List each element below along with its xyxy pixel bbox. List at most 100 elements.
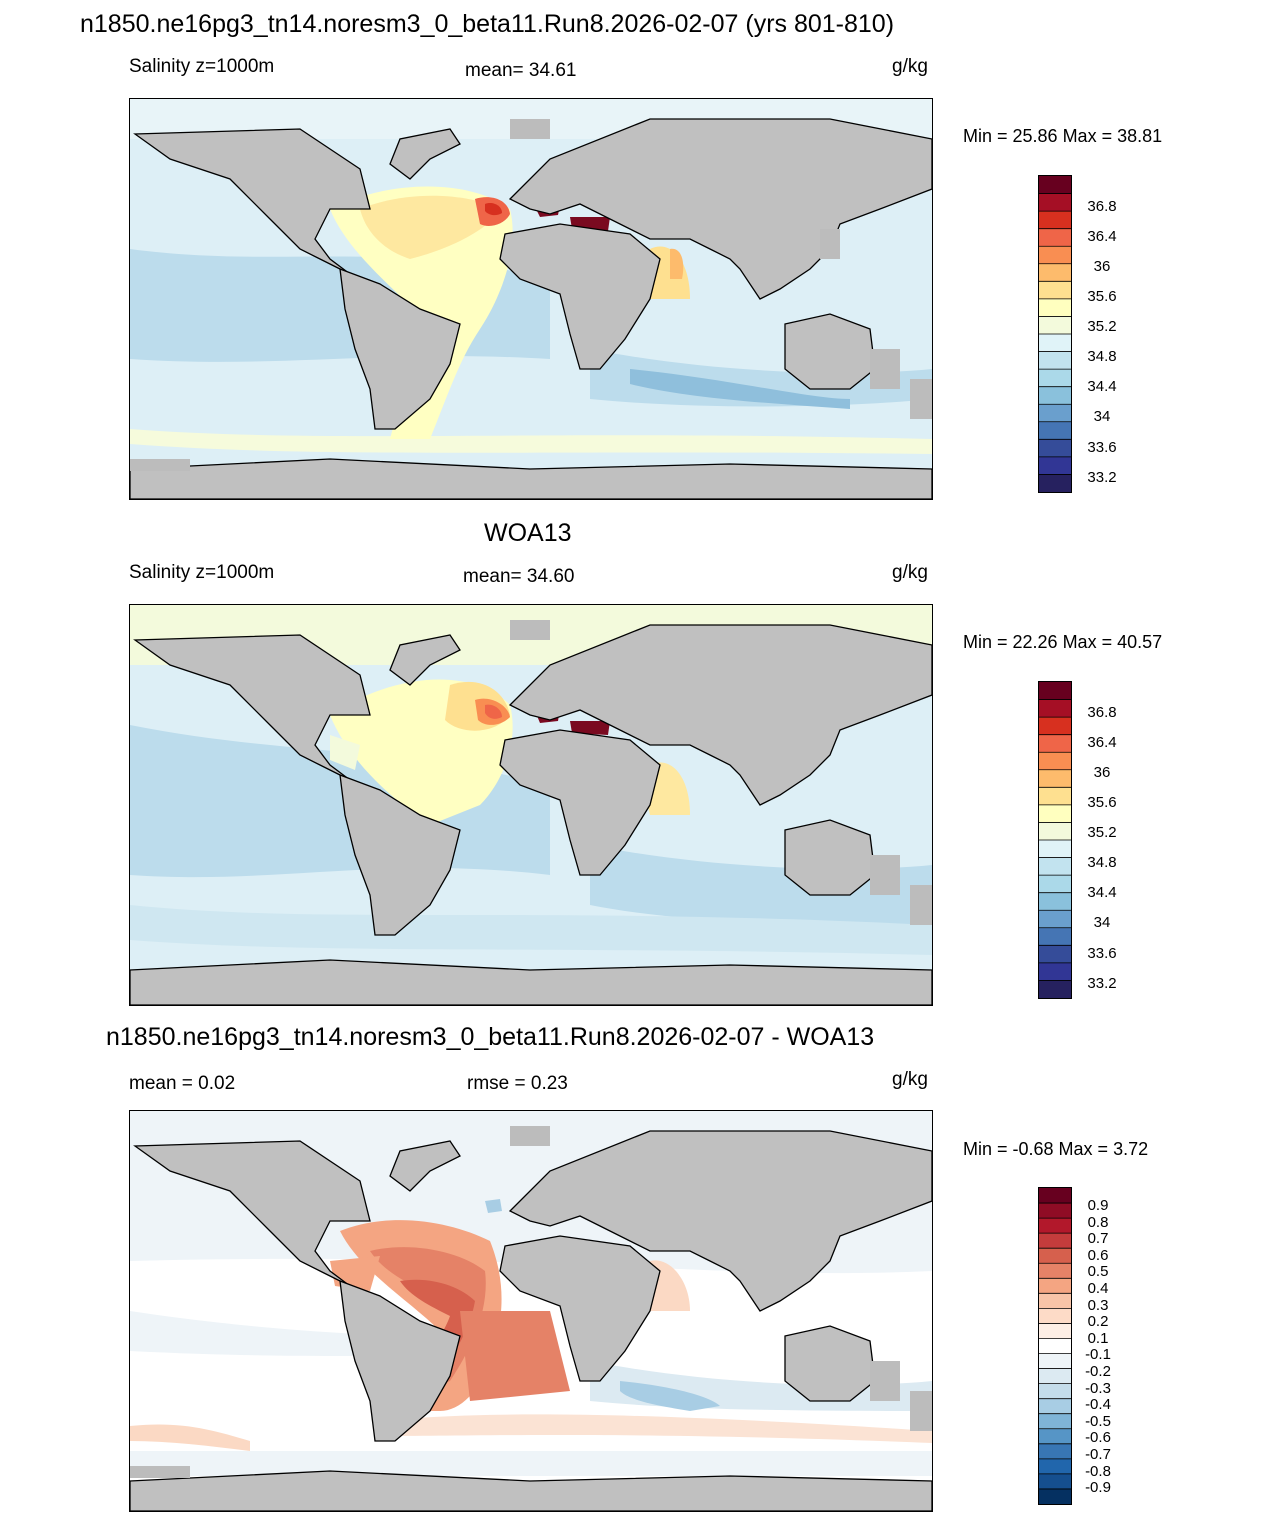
tick: 34: [1093, 408, 1111, 425]
panel2-units-label: g/kg: [892, 562, 928, 583]
colorbar-swatch: [1039, 1233, 1071, 1249]
tick: 0.8: [1087, 1214, 1109, 1231]
colorbar-swatch: [1039, 404, 1071, 423]
panel1-minmax-label: Min = 25.86 Max = 38.81: [963, 126, 1163, 146]
colorbar-swatch: [1039, 1248, 1071, 1264]
colorbar-swatch: [1039, 263, 1071, 282]
colorbar-swatch: [1039, 1278, 1071, 1294]
panel3-minmax-label: Min = -0.68 Max = 3.72: [963, 1139, 1149, 1159]
colorbar-swatch: [1039, 1263, 1071, 1279]
colorbar-swatch: [1039, 369, 1071, 388]
tick: 34.8: [1087, 854, 1117, 871]
colorbar-swatch: [1039, 1488, 1071, 1504]
tick: 33.6: [1087, 439, 1117, 456]
tick: 0.1: [1087, 1330, 1109, 1347]
panel2-title: WOA13: [484, 519, 572, 547]
tick: -0.4: [1085, 1396, 1111, 1413]
colorbar-swatch: [1039, 962, 1071, 981]
panel1-variable-label: Salinity z=1000m: [129, 56, 275, 77]
colorbar-swatch: [1039, 699, 1071, 718]
tick: 36: [1093, 764, 1111, 781]
tick: 34: [1093, 914, 1111, 931]
tick: 33.2: [1087, 975, 1117, 992]
colorbar-swatch: [1039, 456, 1071, 475]
colorbar-swatch: [1039, 822, 1071, 841]
tick: 35.6: [1087, 288, 1117, 305]
panel2-variable-label: Salinity z=1000m: [129, 562, 275, 583]
colorbar-swatch: [1039, 769, 1071, 788]
colorbar-swatch: [1039, 246, 1071, 265]
panel1-colorbar: [1038, 175, 1072, 493]
colorbar-swatch: [1039, 910, 1071, 929]
tick: 36: [1093, 258, 1111, 275]
colorbar-swatch: [1039, 804, 1071, 823]
tick: 34.4: [1087, 378, 1117, 395]
tick: -0.8: [1085, 1463, 1111, 1480]
colorbar-swatch: [1039, 682, 1071, 701]
panel1-map: [129, 98, 933, 500]
colorbar-swatch: [1039, 1368, 1071, 1385]
tick: -0.2: [1085, 1363, 1111, 1380]
tick: 36.8: [1087, 198, 1117, 215]
tick: 0.4: [1087, 1280, 1109, 1297]
panel3-title: n1850.ne16pg3_tn14.noresm3_0_beta11.Run8…: [106, 1023, 875, 1051]
colorbar-swatch: [1039, 875, 1071, 894]
panel3-colorbar-swatches: [1039, 1188, 1071, 1504]
colorbar-swatch: [1039, 386, 1071, 405]
tick: -0.6: [1085, 1429, 1111, 1446]
tick: 36.8: [1087, 704, 1117, 721]
colorbar-swatch: [1039, 1188, 1071, 1204]
tick: 34.8: [1087, 348, 1117, 365]
tick: 0.5: [1087, 1263, 1109, 1280]
colorbar-swatch: [1039, 892, 1071, 911]
colorbar-swatch: [1039, 717, 1071, 736]
colorbar-swatch: [1039, 927, 1071, 946]
colorbar-swatch: [1039, 351, 1071, 370]
colorbar-swatch: [1039, 228, 1071, 247]
colorbar-swatch: [1039, 1428, 1071, 1445]
panel1-title: n1850.ne16pg3_tn14.noresm3_0_beta11.Run8…: [80, 10, 895, 38]
panel1-mean-label: mean= 34.61: [465, 60, 577, 81]
tick: 36.4: [1087, 228, 1117, 245]
colorbar-swatch: [1039, 734, 1071, 753]
tick: 0.2: [1087, 1313, 1109, 1330]
tick: -0.1: [1085, 1346, 1111, 1363]
panel1-colorbar-swatches: [1039, 176, 1071, 492]
colorbar-swatch: [1039, 1338, 1071, 1355]
colorbar-swatch: [1039, 281, 1071, 300]
tick: -0.7: [1085, 1446, 1111, 1463]
panel2-mean-label: mean= 34.60: [463, 566, 575, 587]
tick: 34.4: [1087, 884, 1117, 901]
colorbar-swatch: [1039, 980, 1071, 998]
tick: 0.9: [1087, 1197, 1109, 1214]
tick: 36.4: [1087, 734, 1117, 751]
colorbar-swatch: [1039, 1398, 1071, 1415]
panel2-colorbar: [1038, 681, 1072, 999]
colorbar-swatch: [1039, 857, 1071, 876]
tick: 35.2: [1087, 824, 1117, 841]
tick: -0.3: [1085, 1380, 1111, 1397]
tick: -0.9: [1085, 1479, 1111, 1496]
tick: 35.6: [1087, 794, 1117, 811]
colorbar-swatch: [1039, 193, 1071, 212]
colorbar-swatch: [1039, 474, 1071, 492]
tick: 0.3: [1087, 1297, 1109, 1314]
tick: 0.7: [1087, 1230, 1109, 1247]
tick: 35.2: [1087, 318, 1117, 335]
colorbar-swatch: [1039, 334, 1071, 353]
panel3-colorbar: [1038, 1187, 1072, 1505]
colorbar-swatch: [1039, 211, 1071, 230]
colorbar-swatch: [1039, 1218, 1071, 1234]
panel2-map: [129, 604, 933, 1006]
colorbar-swatch: [1039, 1203, 1071, 1219]
panel2-colorbar-swatches: [1039, 682, 1071, 998]
colorbar-swatch: [1039, 298, 1071, 317]
panel3-map: [129, 1110, 933, 1512]
panel3-units-label: g/kg: [892, 1069, 928, 1090]
panel3-rmse-label: rmse = 0.23: [467, 1073, 568, 1094]
colorbar-swatch: [1039, 421, 1071, 440]
panel2-minmax-label: Min = 22.26 Max = 40.57: [963, 632, 1163, 652]
tick: -0.5: [1085, 1413, 1111, 1430]
colorbar-swatch: [1039, 1473, 1071, 1490]
colorbar-swatch: [1039, 439, 1071, 458]
